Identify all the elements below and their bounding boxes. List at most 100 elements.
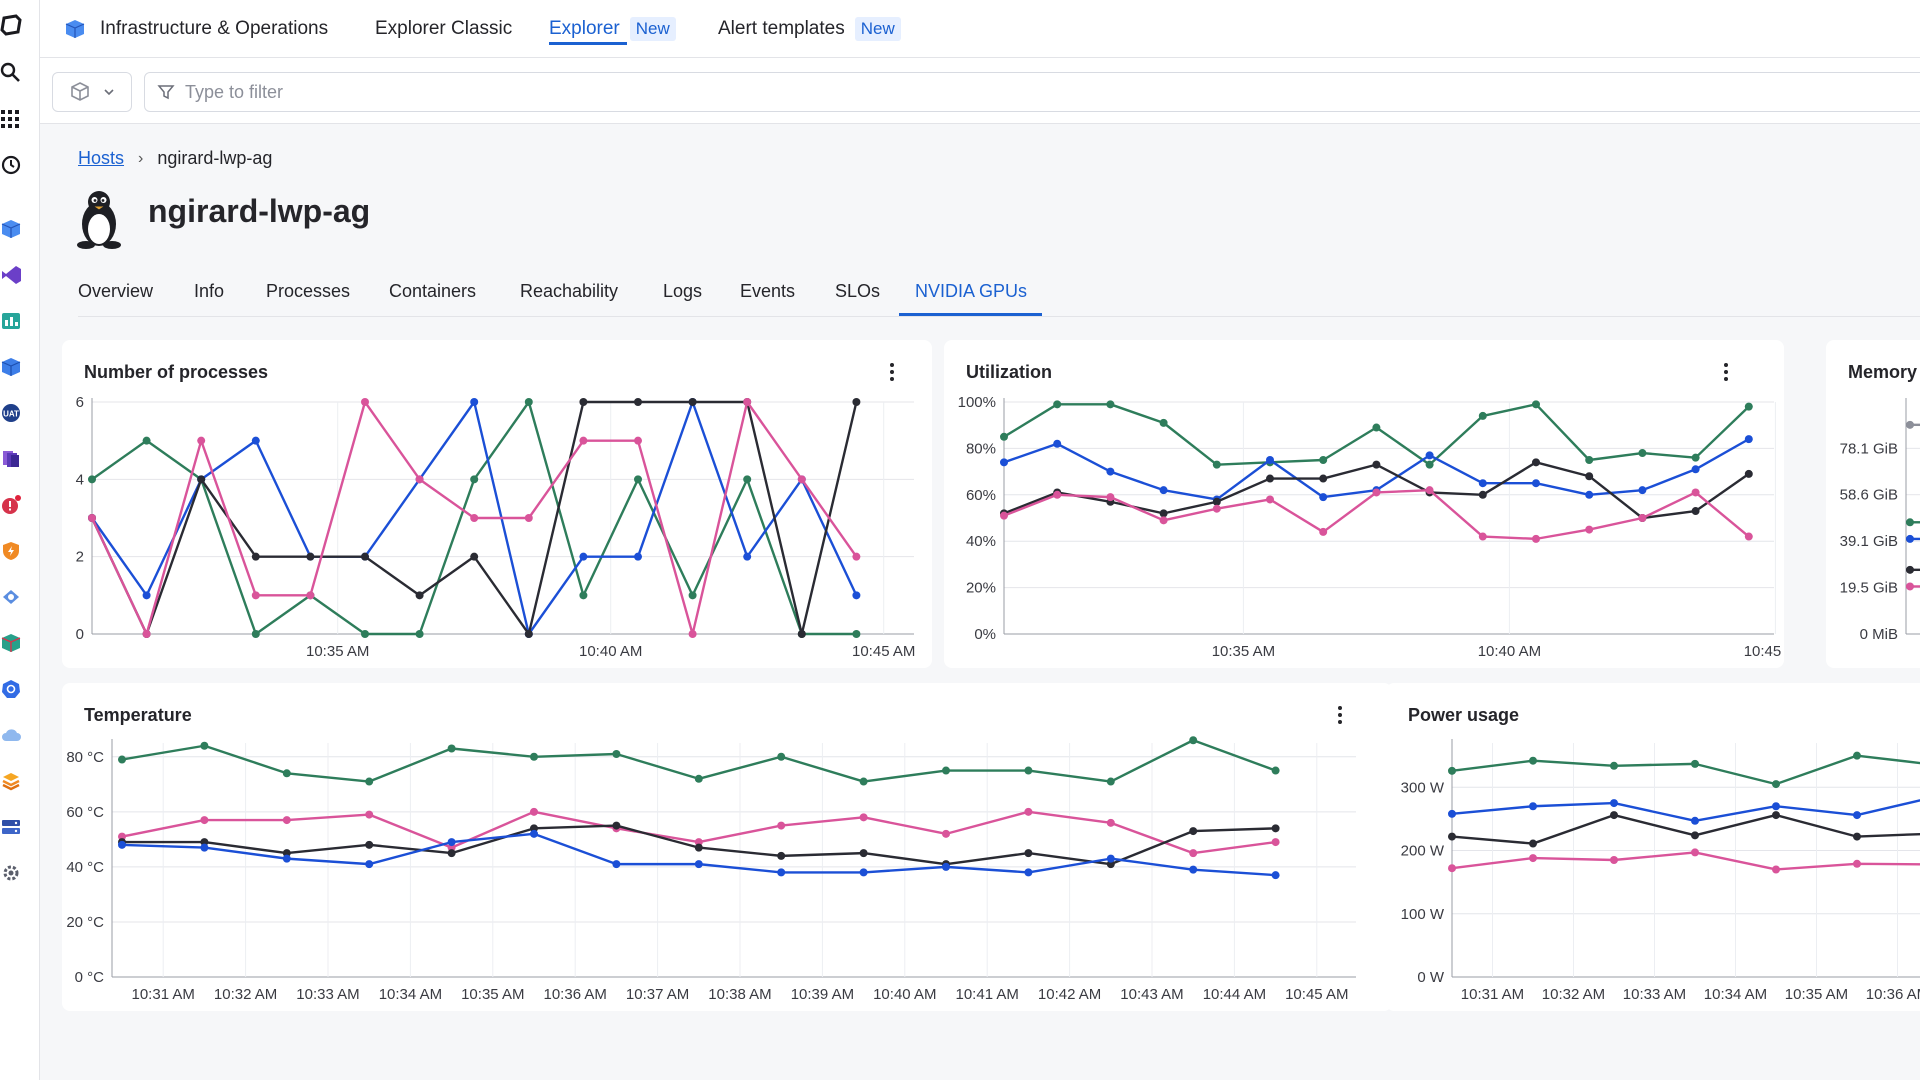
nav-alert-templates[interactable]: Alert templates New [718, 14, 901, 44]
series-line [1451, 799, 1920, 822]
data-point [743, 475, 752, 484]
data-point [1906, 420, 1914, 429]
breadcrumb-hosts-link[interactable]: Hosts [78, 148, 125, 168]
data-point [306, 552, 315, 561]
data-point [282, 769, 291, 778]
data-point [142, 436, 151, 445]
kubernetes-icon[interactable] [0, 678, 22, 700]
y-tick-label: 200 W [1401, 843, 1445, 860]
server-app-icon[interactable] [0, 816, 22, 838]
nav-explorer-classic[interactable]: Explorer Classic [375, 14, 512, 44]
problems-app-icon[interactable] [0, 494, 22, 516]
tab-info[interactable]: Info [194, 281, 225, 301]
filter-input[interactable]: Type to filter [144, 72, 1920, 112]
data-point [1024, 868, 1033, 877]
tab-events[interactable]: Events [740, 281, 796, 301]
kubernetes-cube-app-icon[interactable] [0, 632, 22, 654]
data-point [1744, 435, 1753, 444]
more-options-icon[interactable] [884, 360, 900, 384]
data-point [1478, 490, 1487, 499]
data-point [1159, 418, 1168, 427]
search-icon[interactable] [0, 62, 22, 84]
cube-app-icon[interactable] [0, 356, 22, 378]
data-point [470, 514, 479, 522]
y-tick-label: 0 [76, 626, 84, 643]
data-point [1638, 486, 1647, 495]
data-point [282, 854, 291, 863]
entity-scope-dropdown[interactable] [52, 72, 132, 112]
more-options-icon[interactable] [1332, 703, 1348, 727]
chart-title: Utilization [966, 362, 1052, 382]
data-point [797, 475, 806, 484]
data-point [1744, 402, 1753, 411]
visual-studio-app-icon[interactable] [0, 264, 22, 286]
x-tick-label: 10:39 AM [791, 986, 854, 1003]
cloud-icon[interactable] [0, 724, 22, 746]
data-point [1053, 439, 1062, 448]
data-point [1189, 736, 1198, 745]
uat-app-icon[interactable]: UAT [0, 402, 22, 424]
x-tick-label: 10:45 AM [1744, 643, 1784, 660]
security-app-icon[interactable] [0, 540, 22, 562]
x-tick-label: 10:40 AM [579, 643, 642, 660]
data-point [1744, 532, 1753, 541]
data-point [1448, 832, 1456, 841]
tab-containers[interactable]: Containers [389, 281, 477, 301]
more-options-icon[interactable] [1718, 360, 1734, 384]
data-point [1532, 534, 1540, 543]
x-tick-label: 10:35 AM [1785, 986, 1848, 1003]
data-point [447, 843, 456, 852]
y-tick-label: 300 W [1401, 779, 1445, 796]
y-tick-label: 0 °C [75, 969, 105, 986]
data-point [1159, 516, 1168, 525]
data-point [1691, 453, 1700, 462]
settings-gear-icon[interactable] [0, 862, 22, 884]
stack-app-icon[interactable] [0, 770, 22, 792]
data-point [361, 552, 369, 561]
data-point [118, 840, 126, 849]
data-point [1478, 479, 1487, 488]
y-tick-label: 2 [76, 549, 84, 566]
data-point [118, 832, 126, 841]
data-point [447, 838, 456, 847]
app-name: Infrastructure & Operations [100, 18, 329, 39]
data-point [1610, 811, 1618, 820]
tab-reachability[interactable]: Reachability [520, 281, 619, 301]
tab-processes[interactable]: Processes [266, 281, 351, 301]
data-point [1529, 839, 1537, 848]
infrastructure-app-icon[interactable] [0, 218, 22, 240]
filter-funnel-icon [157, 85, 175, 100]
tab-logs[interactable]: Logs [663, 281, 703, 301]
x-tick-label: 10:36 AM [1866, 986, 1920, 1003]
dashboard-app-icon[interactable] [0, 310, 22, 332]
flow-app-icon[interactable] [0, 586, 22, 608]
data-point [579, 398, 588, 406]
data-point [1319, 474, 1328, 483]
layers-app-icon[interactable] [0, 448, 22, 470]
data-point [1271, 838, 1280, 847]
nav-alert-templates-label: Alert templates [718, 18, 845, 39]
tab-nvidia-gpus[interactable]: NVIDIA GPUs [915, 281, 1028, 301]
nav-explorer[interactable]: Explorer New [549, 14, 676, 44]
tab-overview[interactable]: Overview [78, 281, 154, 301]
tab-slos[interactable]: SLOs [835, 281, 881, 301]
chevron-down-icon [104, 89, 114, 96]
series-3 [88, 398, 861, 638]
nav-app-home[interactable]: Infrastructure & Operations [64, 14, 328, 44]
apps-grid-icon[interactable] [0, 108, 22, 130]
data-point [365, 860, 374, 869]
breadcrumb: Hosts › ngirard-lwp-ag [78, 148, 272, 169]
x-tick-label: 10:33 AM [1623, 986, 1686, 1003]
dynatrace-logo-icon[interactable] [0, 14, 22, 36]
data-point [852, 398, 861, 406]
data-point [142, 630, 151, 638]
y-tick-label: 78.1 GiB [1840, 440, 1898, 457]
data-point [197, 436, 206, 445]
data-point [859, 777, 868, 786]
series-1 [118, 807, 1280, 858]
data-point [777, 851, 786, 860]
data-point [1372, 423, 1381, 432]
x-tick-label: 10:41 AM [956, 986, 1019, 1003]
history-icon[interactable] [0, 154, 22, 176]
series-0 [1906, 420, 1920, 429]
